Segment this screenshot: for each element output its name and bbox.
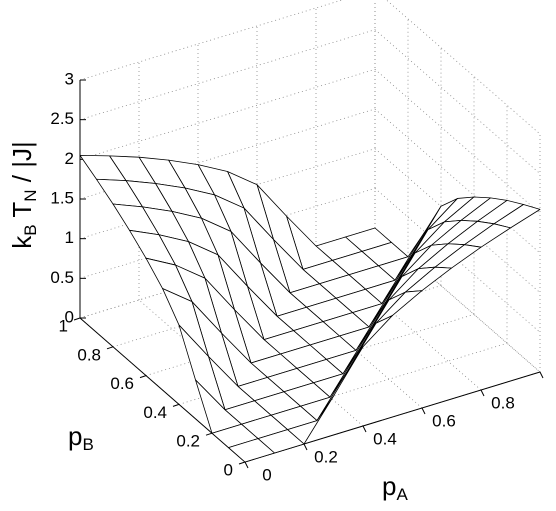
x-tick xyxy=(244,461,249,469)
grid-line xyxy=(374,188,541,333)
x-tick xyxy=(480,389,485,397)
y-tick-label: 0.2 xyxy=(176,432,200,451)
y-tick-label: 1 xyxy=(59,316,68,335)
z-tick-label: 3 xyxy=(65,69,74,88)
z-label-sub: B xyxy=(21,224,40,235)
grid-line xyxy=(315,245,482,391)
y-tick xyxy=(205,432,213,436)
x-tick-label: 0.8 xyxy=(491,393,515,412)
grid-line xyxy=(79,68,376,160)
z-tick-label: 1 xyxy=(65,228,74,247)
y-tick xyxy=(73,317,81,321)
x-axis-label: pA xyxy=(382,471,408,505)
y-axis-label: pB xyxy=(68,421,94,455)
grid-line xyxy=(374,69,541,214)
grid-line xyxy=(79,29,376,121)
x-label-main: p xyxy=(382,471,396,501)
grid-line xyxy=(256,263,423,409)
x-tick-label: 0 xyxy=(262,465,271,484)
z-tick-label: 0.5 xyxy=(50,268,74,287)
grid-line xyxy=(374,108,541,254)
z-tick-label: 0 xyxy=(65,307,74,326)
y-tick-label: 0.6 xyxy=(110,374,134,393)
x-tick-label: 0.6 xyxy=(432,411,456,430)
y-tick xyxy=(238,461,246,465)
grid-line xyxy=(385,0,541,135)
y-tick xyxy=(139,375,147,379)
x-label-sub: A xyxy=(396,485,408,504)
x-tick xyxy=(362,425,367,433)
z-label-sub: N xyxy=(21,189,40,201)
z-label-part: / |J| xyxy=(7,141,37,189)
x-tick-label: 0.2 xyxy=(314,447,338,466)
surface-patch xyxy=(228,438,275,463)
z-label-part: T xyxy=(7,202,37,225)
grid-line xyxy=(374,227,541,373)
y-tick-label: 0.8 xyxy=(77,345,101,364)
y-label-sub: B xyxy=(82,435,93,454)
grid-line xyxy=(79,0,344,81)
grid-line xyxy=(374,29,541,174)
z-label-part: k xyxy=(7,235,37,249)
y-tick-label: 0 xyxy=(224,460,233,479)
grid-line xyxy=(197,281,364,427)
x-tick xyxy=(539,371,544,379)
y-tick xyxy=(172,403,180,407)
x-tick xyxy=(421,407,426,415)
x-tick-label: 0.4 xyxy=(373,429,397,448)
y-tick xyxy=(106,346,114,350)
z-axis-label: kB TN / |J| xyxy=(7,141,41,248)
x-tick xyxy=(303,443,308,451)
z-tick-label: 2 xyxy=(65,149,74,168)
y-tick-label: 0.4 xyxy=(143,403,167,422)
z-tick-label: 2.5 xyxy=(50,109,74,128)
y-label-main: p xyxy=(68,421,82,451)
z-tick-label: 1.5 xyxy=(50,188,74,207)
grid-line xyxy=(374,148,541,293)
